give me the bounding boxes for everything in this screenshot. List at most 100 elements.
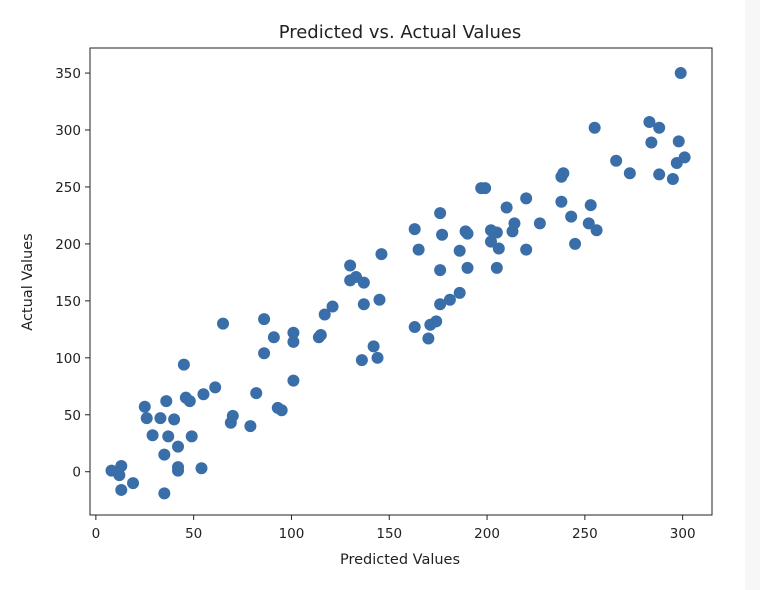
- data-point: [115, 483, 128, 496]
- data-point: [643, 116, 656, 129]
- data-point: [355, 354, 368, 367]
- y-axis-label: Actual Values: [20, 233, 36, 330]
- data-point: [287, 374, 300, 387]
- data-point: [590, 224, 603, 237]
- data-point: [520, 192, 533, 205]
- data-point: [326, 300, 339, 313]
- data-point: [314, 329, 327, 342]
- data-point: [623, 167, 636, 180]
- data-point: [492, 242, 505, 255]
- y-tick-label: 300: [55, 123, 81, 139]
- x-tick-label: 300: [670, 526, 696, 542]
- data-point: [490, 226, 503, 239]
- data-point: [162, 430, 175, 443]
- data-point: [555, 195, 568, 208]
- data-point: [508, 217, 521, 230]
- data-point: [357, 298, 370, 311]
- data-point: [287, 326, 300, 339]
- y-tick-label: 350: [55, 66, 81, 82]
- data-point: [434, 298, 447, 311]
- chart-title: Predicted vs. Actual Values: [279, 22, 522, 43]
- data-points: [105, 67, 691, 500]
- data-point: [373, 293, 386, 306]
- data-point: [113, 469, 126, 482]
- data-point: [197, 388, 210, 401]
- y-tick-label: 50: [64, 408, 81, 424]
- data-point: [185, 430, 198, 443]
- data-point: [344, 259, 357, 272]
- data-point: [244, 420, 257, 433]
- data-point: [217, 317, 230, 330]
- data-point: [275, 404, 288, 417]
- y-axis-ticks: 0 50 100 150 200 250 300 350: [55, 66, 90, 481]
- data-point: [138, 400, 151, 413]
- data-point: [565, 210, 578, 223]
- data-point: [318, 308, 331, 321]
- data-point: [434, 207, 447, 220]
- data-point: [412, 243, 425, 256]
- x-tick-label: 0: [92, 526, 101, 542]
- x-tick-label: 100: [279, 526, 305, 542]
- data-point: [226, 409, 239, 422]
- y-tick-label: 250: [55, 180, 81, 196]
- x-tick-label: 150: [376, 526, 402, 542]
- data-point: [408, 223, 421, 236]
- y-tick-label: 0: [72, 465, 81, 481]
- data-point: [168, 413, 181, 426]
- data-point: [490, 261, 503, 274]
- data-point: [160, 395, 173, 408]
- data-point: [287, 335, 300, 348]
- x-tick-label: 200: [474, 526, 500, 542]
- data-point: [674, 67, 687, 80]
- data-point: [672, 135, 685, 148]
- data-point: [172, 440, 185, 453]
- data-point: [645, 136, 658, 149]
- data-point: [267, 331, 280, 344]
- data-point: [146, 429, 159, 442]
- data-point: [653, 121, 666, 134]
- data-point: [367, 340, 380, 353]
- data-point: [430, 315, 443, 328]
- data-point: [582, 217, 595, 230]
- data-point: [453, 244, 466, 257]
- plot-area-frame: [89, 47, 713, 516]
- y-tick-label: 100: [55, 351, 81, 367]
- data-point: [183, 395, 196, 408]
- data-point: [172, 464, 185, 477]
- data-point: [177, 358, 190, 371]
- data-point: [434, 264, 447, 277]
- data-point: [557, 167, 570, 180]
- data-point: [158, 448, 171, 461]
- data-point: [453, 286, 466, 299]
- data-point: [666, 172, 679, 185]
- data-point: [115, 460, 128, 473]
- data-point: [678, 151, 691, 164]
- data-point: [209, 381, 222, 394]
- data-point: [533, 217, 546, 230]
- y-tick-label: 200: [55, 237, 81, 253]
- data-point: [258, 347, 271, 360]
- data-point: [140, 412, 153, 425]
- data-point: [588, 121, 601, 134]
- data-point: [461, 261, 474, 274]
- data-point: [154, 412, 167, 425]
- data-point: [371, 351, 384, 364]
- data-point: [569, 237, 582, 250]
- data-point: [461, 227, 474, 240]
- data-point: [195, 462, 208, 475]
- x-tick-label: 50: [185, 526, 202, 542]
- data-point: [610, 154, 623, 167]
- data-point: [127, 477, 140, 490]
- data-point: [422, 332, 435, 345]
- data-point: [375, 248, 388, 261]
- x-axis-ticks: 0 50 100 150 200 250 300: [92, 515, 696, 542]
- x-axis-label: Predicted Values: [340, 552, 460, 568]
- data-point: [258, 313, 271, 326]
- data-point: [158, 487, 171, 500]
- data-point: [250, 387, 263, 400]
- window-edge-strip: [745, 0, 760, 590]
- data-point: [653, 168, 666, 181]
- x-tick-label: 250: [572, 526, 598, 542]
- data-point: [500, 201, 513, 214]
